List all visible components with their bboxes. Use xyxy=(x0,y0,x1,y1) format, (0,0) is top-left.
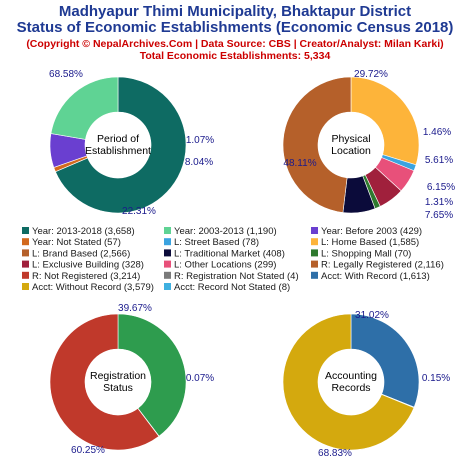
legend-item-l-traditional-market-408: L: Traditional Market (408) xyxy=(164,248,285,259)
legend-label: L: Home Based (1,585) xyxy=(321,237,419,248)
pct-label-l-shopping-mall: 1.31% xyxy=(425,197,453,208)
legend-item-l-shopping-mall-70: L: Shopping Mall (70) xyxy=(311,248,411,259)
center-label: Accounting xyxy=(325,370,377,382)
pct-label-r-not-registered: 60.25% xyxy=(71,445,105,456)
legend-label: Acct: Without Record (3,579) xyxy=(32,282,154,293)
legend-item-r-legally-registered-2-116: R: Legally Registered (2,116) xyxy=(311,260,444,271)
legend-swatch xyxy=(22,249,29,257)
slice-year-2003-2013 xyxy=(50,76,119,140)
legend-label: R: Registration Not Stated (4) xyxy=(174,271,299,282)
credit-line: (Copyright © NepalArchives.Com | Data So… xyxy=(26,38,444,50)
legend-item-acct-with-record-1-613: Acct: With Record (1,613) xyxy=(311,271,430,282)
pct-label-r-registration-not-stated: 0.07% xyxy=(186,373,214,384)
legend-item-l-street-based-78: L: Street Based (78) xyxy=(164,237,259,248)
center-label: Establishment xyxy=(85,145,151,157)
pct-label-l-other-locations: 5.61% xyxy=(425,155,453,166)
legend-swatch xyxy=(164,227,171,234)
legend-label: Acct: Record Not Stated (8) xyxy=(174,282,290,293)
legend-swatch xyxy=(311,238,318,246)
legend-label: Year: Before 2003 (429) xyxy=(321,226,422,237)
center-label: Records xyxy=(331,382,370,394)
legend-swatch xyxy=(311,249,318,257)
main-title: Madhyapur Thimi Municipality, Bhaktapur … xyxy=(58,3,412,20)
pct-label-acct-without-record: 68.83% xyxy=(318,448,352,459)
donut-hole xyxy=(85,112,151,178)
legend-label: Year: 2003-2013 (1,190) xyxy=(174,226,277,237)
legend-item-l-exclusive-building-328: L: Exclusive Building (328) xyxy=(22,260,144,271)
legend-item-year-before-2003-429: Year: Before 2003 (429) xyxy=(311,226,422,237)
legend-swatch xyxy=(311,260,318,268)
legend-label: L: Street Based (78) xyxy=(174,237,259,248)
center-label: Physical xyxy=(331,133,370,145)
legend-swatch xyxy=(22,283,29,290)
legend-swatch xyxy=(311,271,318,279)
legend-swatch xyxy=(311,227,318,234)
pct-label-year-before-2003: 8.04% xyxy=(185,157,213,168)
legend-label: R: Legally Registered (2,116) xyxy=(321,260,444,271)
legend-swatch xyxy=(22,271,29,279)
legend-item-acct-without-record-3-579: Acct: Without Record (3,579) xyxy=(22,282,154,293)
legend-label: L: Shopping Mall (70) xyxy=(321,248,411,259)
pct-label-year-2003-2013: 22.31% xyxy=(122,206,156,217)
legend-swatch xyxy=(164,260,171,268)
legend-swatch xyxy=(164,249,171,257)
pct-label-l-street-based: 1.46% xyxy=(423,127,451,138)
total-establishments: Total Economic Establishments: 5,334 xyxy=(139,50,331,62)
pct-label-year-2013-2018: 68.58% xyxy=(49,69,83,80)
legend-item-l-home-based-1-585: L: Home Based (1,585) xyxy=(311,237,419,248)
pct-label-r-legally-registered: 39.67% xyxy=(118,303,152,314)
pct-label-year-not-stated: 1.07% xyxy=(186,135,214,146)
pct-label-l-exclusive-building: 6.15% xyxy=(427,182,455,193)
legend-swatch xyxy=(164,238,171,246)
legend-label: L: Other Locations (299) xyxy=(174,260,276,271)
legend-swatch xyxy=(164,283,171,290)
legend-item-year-2003-2013-1-190: Year: 2003-2013 (1,190) xyxy=(164,226,277,237)
legend-label: Acct: With Record (1,613) xyxy=(321,271,430,282)
pct-label-l-traditional-market: 7.65% xyxy=(425,210,453,221)
pct-label-l-brand-based: 48.11% xyxy=(283,158,316,169)
legend-swatch xyxy=(22,260,29,268)
center-label: Status xyxy=(103,382,133,394)
donut-hole xyxy=(85,349,151,415)
legend-label: L: Exclusive Building (328) xyxy=(32,260,144,271)
pct-label-acct-record-not-stated: 0.15% xyxy=(422,373,450,384)
legend-swatch xyxy=(164,271,171,279)
donut-hole xyxy=(318,349,384,415)
legend-swatch xyxy=(22,227,29,234)
center-label: Period of xyxy=(97,133,139,145)
center-label: Location xyxy=(331,145,371,157)
pct-label-l-home-based: 29.72% xyxy=(354,69,388,80)
legend-label: L: Brand Based (2,566) xyxy=(32,248,130,259)
center-label: Registration xyxy=(90,370,146,382)
legend-item-l-other-locations-299: L: Other Locations (299) xyxy=(164,260,276,271)
legend-item-year-not-stated-57: Year: Not Stated (57) xyxy=(22,237,121,248)
donut-hole xyxy=(318,112,384,178)
legend-label: R: Not Registered (3,214) xyxy=(32,271,140,282)
legend-item-year-2013-2018-3-658: Year: 2013-2018 (3,658) xyxy=(22,226,135,237)
legend-item-r-registration-not-stated-4: R: Registration Not Stated (4) xyxy=(164,271,299,282)
legend-item-acct-record-not-stated-8: Acct: Record Not Stated (8) xyxy=(164,282,290,293)
legend-swatch xyxy=(22,238,29,246)
legend-label: Year: 2013-2018 (3,658) xyxy=(32,226,135,237)
main-subtitle: Status of Economic Establishments (Econo… xyxy=(16,19,454,36)
legend-label: Year: Not Stated (57) xyxy=(32,237,121,248)
legend-label: L: Traditional Market (408) xyxy=(174,248,285,259)
legend: Year: 2013-2018 (3,658) Year: 2003-2013 (… xyxy=(22,226,444,293)
legend-item-l-brand-based-2-566: L: Brand Based (2,566) xyxy=(22,248,130,259)
pct-label-acct-with-record: 31.02% xyxy=(355,310,389,321)
legend-item-r-not-registered-3-214: R: Not Registered (3,214) xyxy=(22,271,140,282)
